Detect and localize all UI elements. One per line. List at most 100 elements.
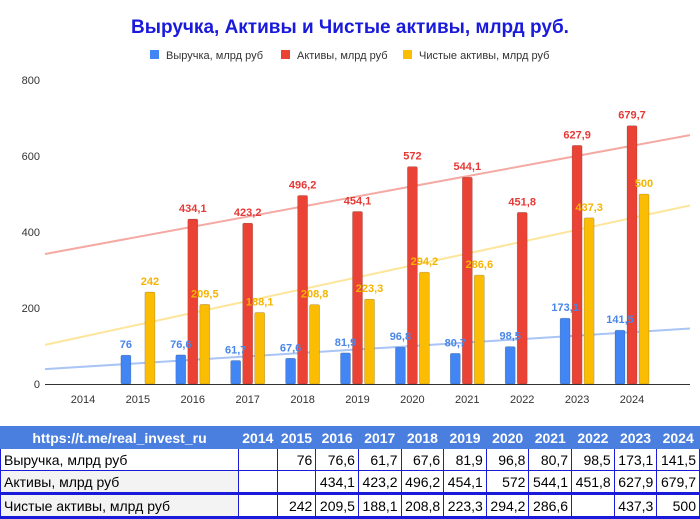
table-cell: 209,5 [315,493,359,519]
data-label: 242 [141,276,159,288]
table-cell: 2018 [400,426,445,449]
bar [309,304,320,385]
table-cell: 96,8 [485,448,530,471]
bar [364,298,375,385]
data-label: 173,1 [551,302,579,314]
bar [571,145,583,385]
table-cell: 81,9 [443,448,487,471]
bar [516,212,528,385]
bar [297,195,308,385]
bar [395,346,406,385]
data-label: 544,1 [454,161,482,173]
x-tick-label: 2014 [71,394,95,406]
table-cell [276,470,317,495]
table-cell: 67,6 [400,448,445,471]
row-label: Выручка, млрд руб [0,448,239,471]
legend-swatch-0 [150,50,159,59]
table-cell: 2017 [357,426,402,449]
data-labels: 76 76,6 61,7 67,6 81,9 96,8 80,7 98,5 173,1 141,5… [120,110,653,357]
bar [461,176,473,385]
bar [583,217,595,385]
table-cell: 572 [485,470,530,495]
data-label: 96,8 [390,331,411,343]
y-tick-label: 400 [22,227,40,239]
data-label: 80,7 [445,337,466,349]
bar [340,352,351,385]
table-cell: 2023 [613,426,658,449]
row-label: Активы, млрд руб [0,470,239,495]
table-cell: 98,5 [571,448,615,471]
bar [230,360,241,385]
table-cell: 294,2 [485,493,530,519]
table-cell: 173,1 [613,448,658,471]
bar [419,271,430,385]
x-tick-label: 2015 [126,394,150,406]
table-cell: 2016 [315,426,359,449]
data-label: 454,1 [344,195,372,207]
table-cell: 627,9 [613,470,658,495]
table-cell: 679,7 [656,470,700,495]
table-cell: 2014 [238,426,278,449]
data-label: 76,6 [170,339,191,351]
table-cell: 61,7 [357,448,402,471]
table-row: Чистые активы, млрд руб 242 209,5 188,1 208,… [0,493,700,519]
legend-label-1: Активы, млрд руб [297,50,388,62]
x-tick-label: 2021 [455,394,479,406]
data-label: 423,2 [234,207,262,219]
bar [120,354,132,385]
table-row: Активы, млрд руб 434,1 423,2 496,2 454,1 572 5… [0,470,700,495]
table-cell: 242 [276,493,317,519]
data-label: 61,7 [225,345,246,357]
bar [175,354,187,385]
data-label: 679,7 [618,110,646,122]
table-cell [571,493,615,519]
data-label: 76 [120,339,132,351]
x-tick-label: 2020 [400,394,424,406]
data-table: https://t.me/real_invest_ru 2014 2015 2016 2… [0,426,700,519]
x-tick-label: 2018 [290,394,314,406]
table-cell: 423,2 [357,470,402,495]
legend-swatch-1 [281,50,290,59]
x-tick-label: 2019 [345,394,369,406]
bar [285,358,296,385]
legend-swatch-2 [403,50,412,59]
y-tick-label: 800 [22,75,40,87]
bar [473,274,485,385]
data-label: 286,6 [466,259,494,271]
legend: Выручка, млрд руб Активы, млрд руб Чистые … [150,50,549,62]
table-cell: 80,7 [528,448,573,471]
data-label: 496,2 [289,179,317,191]
data-label: 208,8 [301,289,329,301]
table-row: Выручка, млрд руб 76 76,6 61,7 67,6 81,9 96,8 8… [0,448,700,471]
table-cell: 76 [276,448,317,471]
data-label: 572 [403,151,421,163]
table-cell: 223,3 [443,493,487,519]
legend-label-2: Чистые активы, млрд руб [419,50,549,62]
data-label: 141,5 [606,314,634,326]
table-cell: 208,8 [400,493,445,519]
x-tick-label: 2022 [510,394,534,406]
table-cell: 141,5 [656,448,700,471]
data-label: 294,2 [411,256,439,268]
table-cell [238,448,278,471]
bars [120,125,650,385]
table-cell: 434,1 [315,470,359,495]
data-label: 188,1 [246,297,274,309]
bar [242,222,253,385]
table-cell [238,470,278,495]
table-cell: 2020 [485,426,530,449]
bar [352,211,363,385]
bar [626,125,638,385]
trendline-1 [44,134,691,255]
data-label: 500 [635,178,653,190]
table-cell: 76,6 [315,448,359,471]
data-label: 98,5 [499,331,520,343]
bar [199,304,211,385]
x-tick-label: 2017 [235,394,259,406]
row-label[interactable]: https://t.me/real_invest_ru [0,426,239,449]
axes: 0 200 400 600 800 2014 2015 2016 2017 2018 2019 202… [22,75,690,406]
data-label: 81,9 [335,337,356,349]
x-tick-label: 2024 [620,394,644,406]
table-cell: 2024 [656,426,700,449]
y-tick-label: 0 [34,379,40,391]
